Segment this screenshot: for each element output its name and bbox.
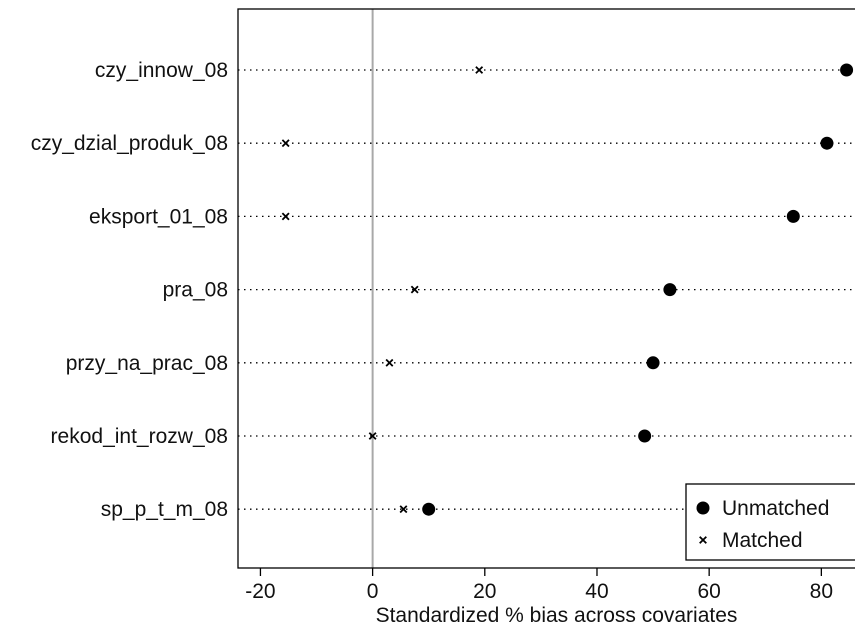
legend-unmatched-marker [696, 501, 710, 515]
category-label: czy_innow_08 [95, 59, 228, 82]
unmatched-point [840, 63, 854, 77]
x-axis-title: Standardized % bias across covariates [376, 604, 738, 627]
x-tick-label: 60 [697, 580, 720, 603]
unmatched-point [663, 283, 677, 297]
legend-label: Unmatched [722, 497, 829, 520]
unmatched-point [820, 136, 834, 150]
matched-point [410, 285, 419, 294]
category-label: pra_08 [163, 279, 228, 302]
unmatched-point [422, 502, 436, 516]
x-tick-label: 80 [810, 580, 833, 603]
x-axis-ticks: -20 0 20 40 60 80 [245, 568, 833, 603]
matched-point [475, 66, 484, 74]
row-guide-lines [238, 69, 855, 510]
data-points [281, 63, 854, 516]
matched-point [399, 505, 408, 514]
matched-point [281, 139, 290, 148]
unmatched-point [638, 429, 652, 443]
category-label: eksport_01_08 [89, 205, 228, 228]
category-label: czy_dzial_produk_08 [31, 132, 228, 155]
x-tick-label: 40 [585, 580, 608, 603]
legend: Unmatched Matched [685, 483, 855, 561]
legend-matched-marker [699, 536, 707, 544]
x-tick-label: 0 [367, 580, 379, 603]
x-tick-label: -20 [245, 580, 275, 603]
matched-point [385, 358, 394, 367]
category-labels: czy_innow_08 czy_dzial_produk_08 eksport_0… [31, 59, 228, 521]
matched-point [368, 432, 377, 440]
category-label: rekod_int_rozw_08 [51, 425, 228, 448]
matched-point [281, 212, 290, 221]
category-label: sp_p_t_m_08 [101, 498, 228, 521]
unmatched-point [646, 356, 660, 370]
unmatched-point [786, 209, 800, 223]
legend-box [685, 483, 855, 561]
category-label: przy_na_prac_08 [66, 352, 228, 375]
plot-frame [237, 8, 855, 569]
legend-label: Matched [722, 529, 803, 552]
x-tick-label: 20 [473, 580, 496, 603]
